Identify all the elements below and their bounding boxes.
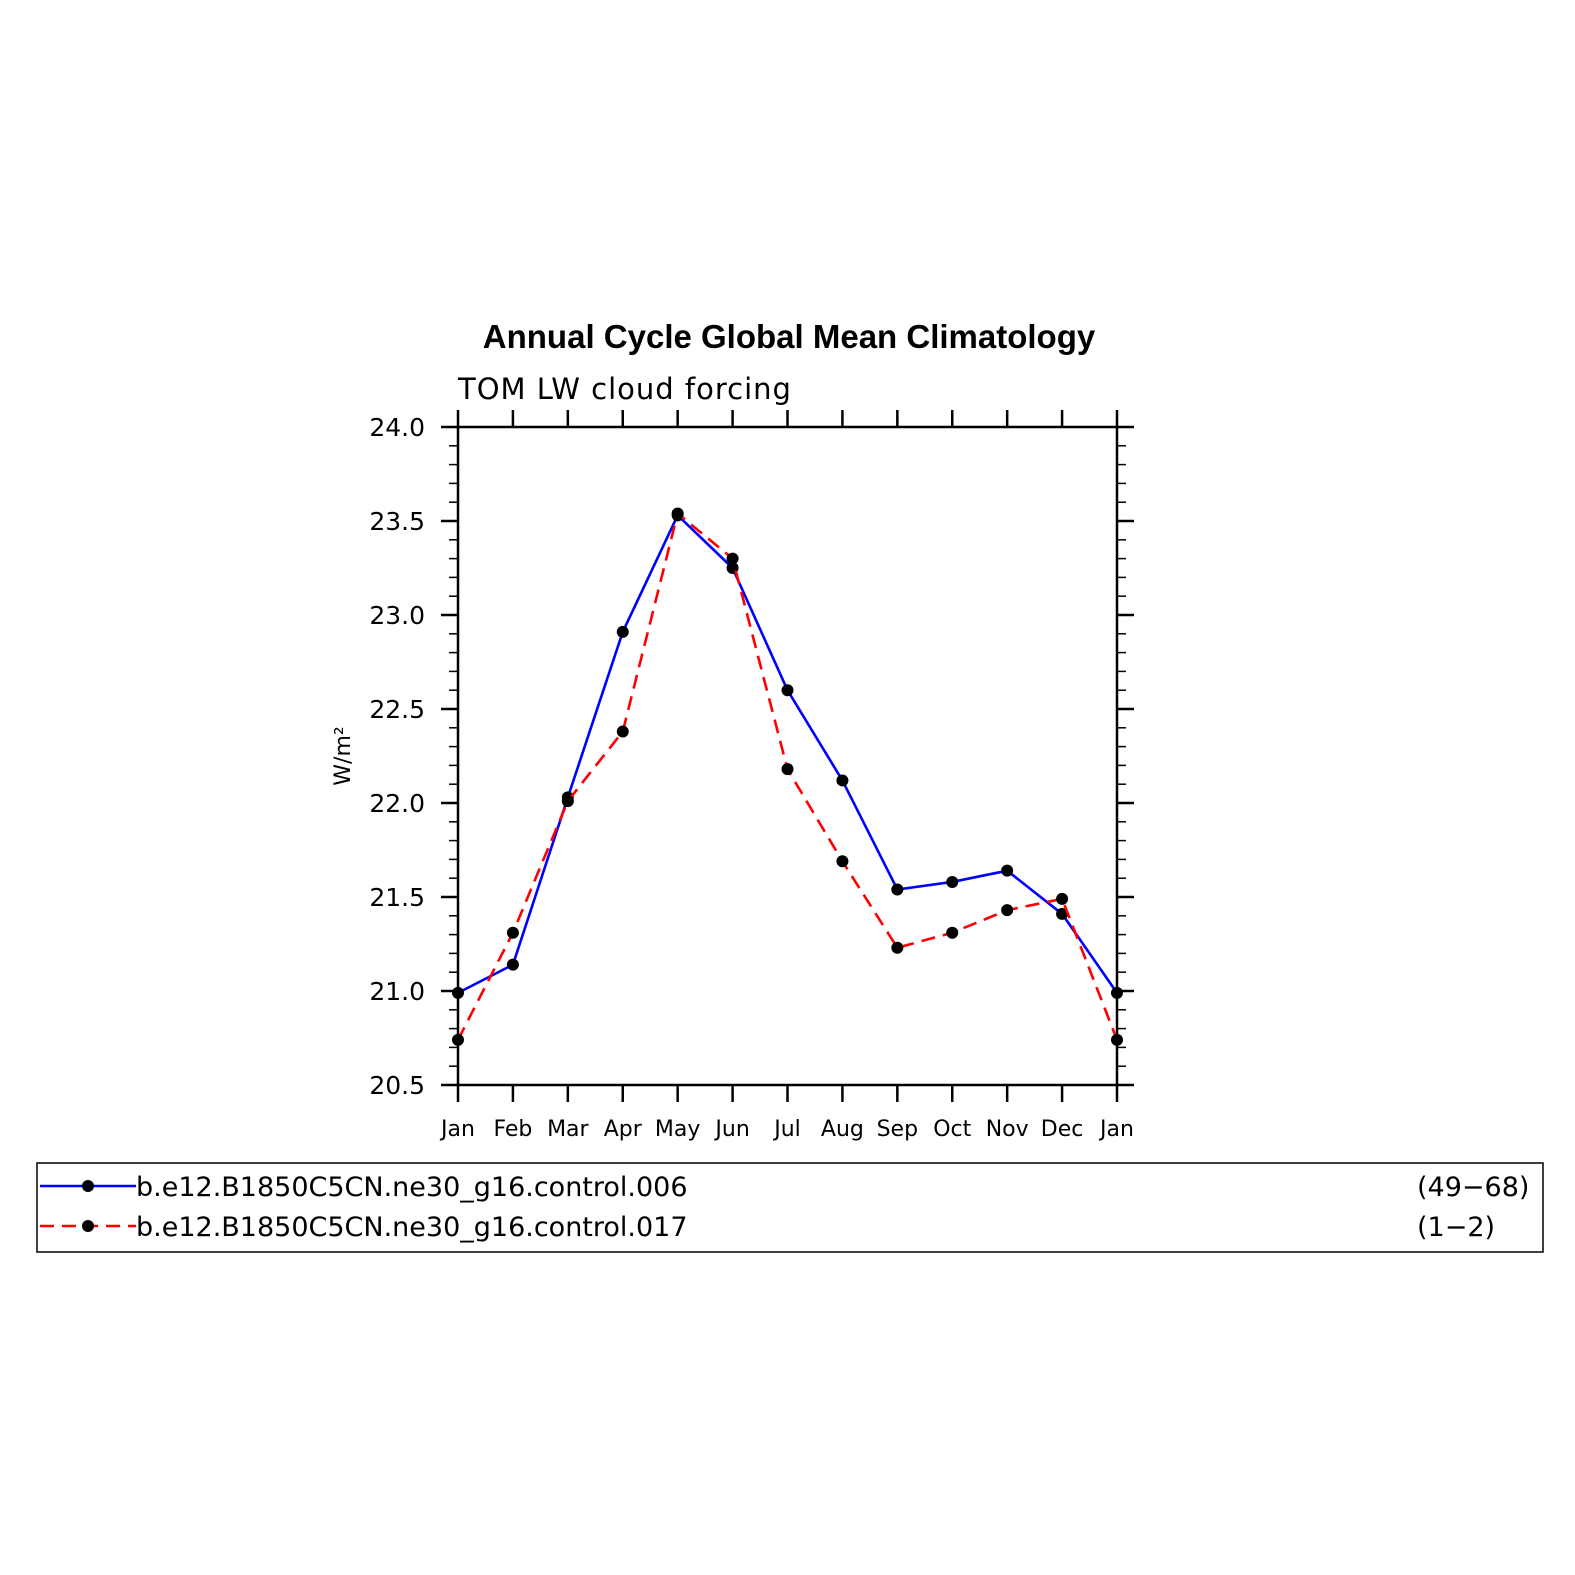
data-point (946, 926, 959, 939)
data-point (1111, 1033, 1123, 1046)
x-tick-label: Aug (821, 1117, 864, 1142)
data-point (616, 725, 629, 738)
y-tick-label: 20.5 (369, 1071, 425, 1100)
data-point (1056, 907, 1069, 920)
data-point (726, 552, 739, 565)
data-point (506, 926, 519, 939)
chart-subtitle: TOM LW cloud forcing (457, 372, 792, 406)
data-point (836, 774, 849, 787)
data-point (1111, 986, 1123, 999)
legend-marker (82, 1220, 94, 1232)
y-tick-label: 23.0 (369, 601, 425, 630)
series-line (457, 514, 1119, 995)
x-tick-label: Jun (713, 1117, 749, 1142)
series-2 (452, 507, 1123, 1046)
axes: 20.5 21.0 21.5 22.0 22.5 23.0 23.5 24.0 Jan Feb Ma… (369, 410, 1134, 1142)
data-point (891, 883, 904, 896)
y-tick-label: 21.0 (369, 977, 425, 1006)
chart-title: Annual Cycle Global Mean Climatology (483, 318, 1096, 355)
legend-box (36, 1162, 1544, 1253)
data-point (452, 986, 464, 999)
y-axis-label: W/m² (331, 726, 356, 785)
data-point (452, 1033, 464, 1046)
x-tick-label: Oct (933, 1117, 971, 1142)
x-tick-label: Dec (1041, 1117, 1084, 1142)
series-line (456, 512, 1119, 1041)
data-point (561, 795, 574, 808)
legend-series-name: b.e12.B1850C5CN.ne30_g16.control.006 (136, 1172, 688, 1203)
x-tick-label: Feb (493, 1117, 532, 1142)
data-point (671, 507, 684, 520)
plot-frame (456, 425, 1119, 1087)
x-tick-label: May (655, 1117, 700, 1142)
legend-marker (82, 1180, 94, 1192)
data-point (781, 684, 794, 697)
y-tick-label: 21.5 (369, 883, 425, 912)
series-lines (452, 507, 1123, 1046)
legend-series-name: b.e12.B1850C5CN.ne30_g16.control.017 (136, 1212, 688, 1243)
x-tick-label: Jan (439, 1117, 475, 1142)
x-tick-label: Jan (1098, 1117, 1134, 1142)
data-point (506, 958, 519, 971)
y-tick-label: 22.5 (369, 695, 425, 724)
x-tick-label: Mar (547, 1117, 589, 1142)
y-tick-label: 23.5 (369, 507, 425, 536)
data-point (1001, 904, 1014, 917)
data-point (616, 625, 629, 638)
x-tick-label: Sep (877, 1117, 918, 1142)
x-tick-label: Apr (604, 1117, 643, 1142)
data-point (946, 875, 959, 888)
legend: b.e12.B1850C5CN.ne30_g16.control.006 (49−… (36, 1162, 1544, 1253)
y-tick-label: 22.0 (369, 789, 425, 818)
data-point (1056, 892, 1069, 905)
legend-series-years: (1−2) (1417, 1212, 1495, 1243)
legend-series-years: (49−68) (1417, 1172, 1529, 1203)
data-point (836, 855, 849, 868)
series-1 (452, 509, 1123, 999)
data-point (1001, 864, 1014, 877)
y-tick-label: 24.0 (369, 413, 425, 442)
data-point (781, 763, 794, 776)
data-point (891, 941, 904, 954)
x-tick-label: Nov (986, 1117, 1029, 1142)
x-tick-label: Jul (772, 1117, 801, 1142)
